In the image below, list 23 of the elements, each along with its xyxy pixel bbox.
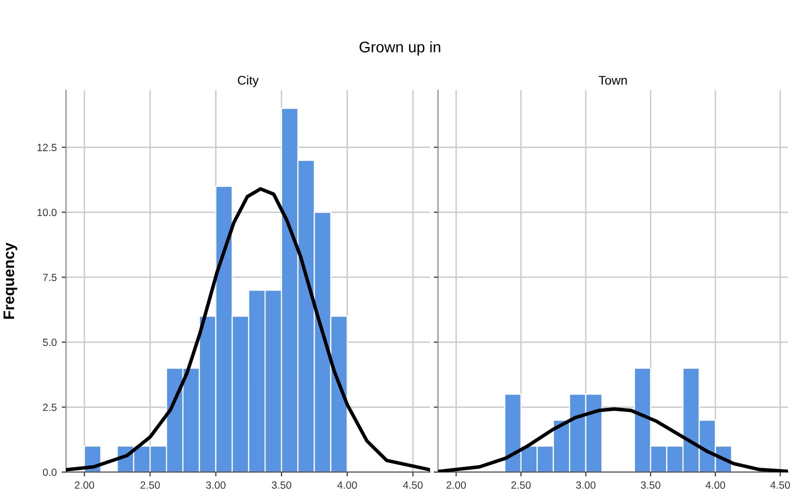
text: Grown up in xyxy=(360,41,440,56)
x-tick-label: 4.00 xyxy=(337,481,357,489)
x-tick-label: 2.00 xyxy=(74,481,94,489)
chart-title: Town xyxy=(598,76,627,85)
y-tick-label: 12.5 xyxy=(37,144,57,152)
x-tick-label: 2.50 xyxy=(511,481,531,489)
x-tick-label: 3.50 xyxy=(272,481,292,489)
line-series xyxy=(66,187,430,472)
x-tick-label: 3.00 xyxy=(576,481,596,489)
x-tick-label: 2.00 xyxy=(446,481,466,489)
x-tick-label: 3.00 xyxy=(206,481,226,489)
x-tick-label: 2.50 xyxy=(140,481,160,489)
y-axis-title: Frequency xyxy=(4,242,18,319)
x-tick-label: 3.50 xyxy=(640,481,660,489)
x-tick-label: 4.00 xyxy=(706,481,726,489)
x-tick-label: 4.50 xyxy=(770,481,790,489)
y-tick-label: 5.0 xyxy=(42,338,57,346)
x-tick-label: 4.50 xyxy=(403,481,423,489)
y-tick-label: 10.0 xyxy=(37,208,57,216)
y-tick-label: 0.0 xyxy=(42,468,57,476)
chart-title: City xyxy=(238,76,259,88)
y-tick-label: 7.5 xyxy=(43,274,57,282)
y-tick-label: 2.5 xyxy=(43,404,57,412)
